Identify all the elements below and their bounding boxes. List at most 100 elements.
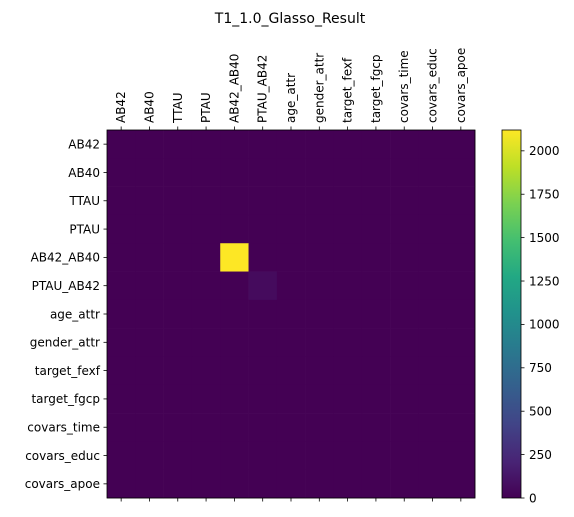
colorbar	[501, 129, 522, 499]
heatmap-cell	[390, 441, 419, 470]
heatmap-cell	[390, 243, 419, 272]
heatmap-cell	[163, 356, 193, 386]
colorbar-tick-label: 1000	[529, 318, 560, 332]
heatmap-cell	[305, 413, 334, 442]
heatmap-cells	[107, 130, 476, 499]
heatmap-cell	[305, 469, 334, 499]
y-tick-label: target_fexf	[35, 364, 101, 378]
heatmap-cell	[135, 130, 164, 159]
heatmap-cell	[446, 413, 476, 442]
heatmap-cell	[191, 243, 221, 272]
heatmap-cell	[276, 186, 306, 216]
heatmap-cell	[163, 271, 193, 301]
heatmap-cell	[390, 214, 419, 244]
heatmap-cell	[248, 441, 278, 470]
heatmap-cell	[248, 271, 278, 301]
heatmap-cell	[135, 186, 164, 216]
heatmap-cell	[418, 469, 447, 499]
x-tick-label: covars_time	[397, 50, 411, 123]
heatmap-cell	[220, 413, 249, 442]
heatmap-cell	[276, 158, 306, 187]
colorbar-tick-label: 1250	[529, 274, 560, 288]
heatmap-cell	[220, 186, 249, 216]
chart-title: T1_1.0_Glasso_Result	[214, 11, 366, 27]
heatmap-cell	[305, 214, 334, 244]
heatmap-cell	[163, 186, 193, 216]
heatmap-cell	[361, 130, 391, 159]
heatmap-cell	[305, 356, 334, 386]
heatmap-cell	[418, 328, 447, 357]
heatmap-cell	[276, 469, 306, 499]
heatmap-cell	[305, 441, 334, 470]
heatmap-cell	[248, 186, 278, 216]
x-tick-label: gender_attr	[312, 53, 326, 123]
heatmap-cell	[390, 158, 419, 187]
heatmap-cell	[135, 384, 164, 414]
heatmap-cell	[390, 186, 419, 216]
y-tick-label: AB42_AB40	[31, 251, 100, 265]
heatmap-cell	[107, 299, 136, 329]
heatmap-cell	[446, 243, 476, 272]
heatmap-cell	[135, 413, 164, 442]
heatmap-cell	[107, 243, 136, 272]
heatmap-cell	[390, 384, 419, 414]
heatmap-cell	[135, 441, 164, 470]
heatmap-cell	[418, 299, 447, 329]
x-tick-label: AB42	[114, 91, 128, 123]
heatmap-cell	[446, 356, 476, 386]
heatmap-cell	[220, 214, 249, 244]
heatmap-cell	[191, 158, 221, 187]
x-tick-label: PTAU_AB42	[256, 55, 270, 123]
heatmap-cell	[248, 384, 278, 414]
heatmap-cell	[446, 441, 476, 470]
heatmap-cell	[276, 441, 306, 470]
y-tick-label: covars_educ	[25, 449, 100, 463]
heatmap-cell	[305, 271, 334, 301]
heatmap-cell	[191, 214, 221, 244]
heatmap-cell	[305, 328, 334, 357]
heatmap-cell	[248, 356, 278, 386]
heatmap-cell	[305, 158, 334, 187]
heatmap-cell	[220, 299, 249, 329]
heatmap-cell	[220, 243, 249, 272]
heatmap-cell	[107, 469, 136, 499]
heatmap-cell	[361, 413, 391, 442]
heatmap-cell	[248, 469, 278, 499]
y-tick-label: gender_attr	[30, 336, 100, 350]
heatmap-cell	[418, 243, 447, 272]
heatmap-cell	[390, 299, 419, 329]
heatmap-cell	[305, 299, 334, 329]
heatmap-cell	[333, 384, 363, 414]
heatmap-cell	[276, 243, 306, 272]
heatmap-cell	[361, 186, 391, 216]
heatmap-cell	[163, 384, 193, 414]
colorbar-tick-label: 250	[529, 448, 552, 462]
x-tick-label: AB42_AB40	[227, 54, 241, 123]
colorbar-tick-label: 1500	[529, 231, 560, 245]
heatmap-cell	[163, 158, 193, 187]
heatmap-cell	[248, 158, 278, 187]
heatmap-cell	[361, 158, 391, 187]
heatmap-cell	[135, 214, 164, 244]
heatmap-cell	[305, 243, 334, 272]
x-tick-label: age_attr	[284, 73, 298, 123]
x-tick-labels: AB42 AB40 TTAU PTAU AB42_AB40 PTAU_AB42 age_at…	[114, 48, 468, 502]
heatmap-cell	[276, 413, 306, 442]
heatmap-cell	[248, 328, 278, 357]
heatmap-cell	[163, 214, 193, 244]
heatmap-cell	[446, 328, 476, 357]
heatmap-cell	[333, 469, 363, 499]
heatmap-cell	[418, 130, 447, 159]
heatmap-cell	[333, 130, 363, 159]
heatmap-cell	[361, 441, 391, 470]
heatmap-cell	[220, 441, 249, 470]
heatmap-cell	[361, 243, 391, 272]
heatmap-cell	[390, 328, 419, 357]
heatmap-cell	[248, 299, 278, 329]
heatmap-cell	[305, 384, 334, 414]
heatmap-cell	[446, 271, 476, 301]
y-tick-labels: AB42 AB40 TTAU PTAU AB42_AB40 PTAU_AB42 age_at…	[25, 137, 107, 491]
heatmap-cell	[361, 469, 391, 499]
y-tick-label: age_attr	[50, 307, 100, 321]
heatmap-cell	[446, 299, 476, 329]
